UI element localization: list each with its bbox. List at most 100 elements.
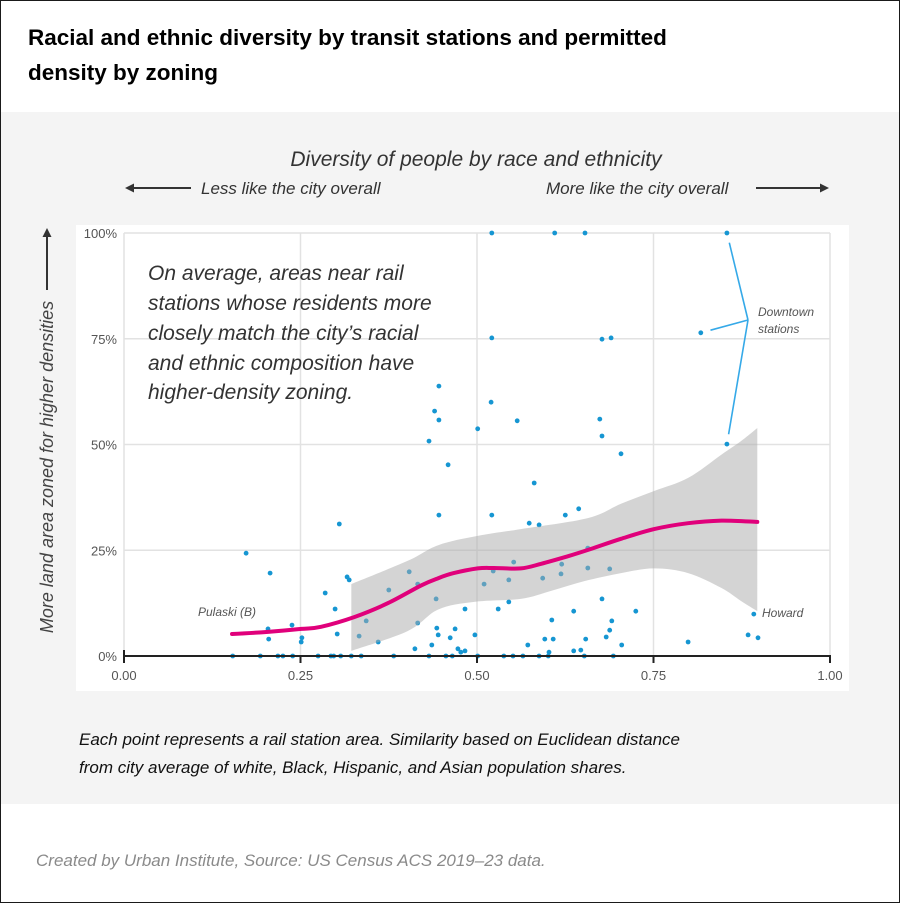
- annotation-line: On average, areas near rail: [148, 262, 405, 285]
- data-point: [745, 632, 751, 638]
- x-tick-label: 0.50: [464, 668, 489, 683]
- data-point: [489, 335, 495, 341]
- caption-line: from city average of white, Black, Hispa…: [79, 758, 627, 777]
- trend-line: [230, 518, 760, 637]
- data-point: [531, 480, 537, 486]
- data-point: [267, 570, 273, 576]
- data-point: [603, 634, 609, 640]
- data-point: [599, 336, 605, 342]
- data-point: [724, 441, 730, 447]
- x-tick-label: 1.00: [817, 668, 842, 683]
- data-point: [436, 417, 442, 423]
- annotation-leader-line: [727, 319, 749, 435]
- data-point: [426, 438, 432, 444]
- source-credit: Created by Urban Institute, Source: US C…: [36, 851, 546, 870]
- annotation-line: stations whose residents more: [148, 292, 432, 315]
- data-point: [685, 639, 691, 645]
- data-point: [346, 577, 352, 583]
- data-point: [599, 596, 605, 602]
- annotation-text: On average, areas near rail stations who…: [148, 262, 432, 404]
- data-point: [447, 635, 453, 641]
- data-point: [546, 649, 552, 655]
- y-axis-title: More land area zoned for higher densitie…: [37, 301, 57, 633]
- data-point: [755, 635, 761, 641]
- chart-caption: Each point represents a rail station are…: [79, 726, 680, 782]
- up-arrow-icon: [42, 228, 52, 290]
- x-tick-label: 0.00: [111, 668, 136, 683]
- data-point: [549, 617, 555, 623]
- data-point: [536, 522, 542, 528]
- data-point: [607, 627, 613, 633]
- x-axis-title: Diversity of people by race and ethnicit…: [290, 148, 663, 171]
- data-point: [633, 608, 639, 614]
- data-point: [619, 642, 625, 648]
- data-point: [582, 230, 588, 236]
- data-point: [488, 399, 494, 405]
- data-point: [571, 648, 577, 654]
- data-point: [412, 646, 418, 652]
- data-point: [751, 611, 757, 617]
- data-point: [289, 622, 295, 628]
- data-point: [583, 636, 589, 642]
- data-point: [552, 230, 558, 236]
- y-tick-label: 0%: [98, 649, 117, 664]
- data-point: [514, 418, 520, 424]
- label-howard: Howard: [762, 606, 804, 620]
- data-point: [458, 649, 464, 655]
- y-tick-label: 75%: [91, 332, 117, 347]
- data-point: [445, 462, 451, 468]
- trend-layer: [230, 518, 760, 637]
- confidence-band: [351, 428, 758, 651]
- data-point: [266, 636, 272, 642]
- y-tick-label: 100%: [84, 226, 118, 241]
- data-point: [489, 230, 495, 236]
- data-point: [599, 433, 605, 439]
- x-tick-label: 0.25: [288, 668, 313, 683]
- axes: 0.00 0.25 0.50 0.75 1.00 0% 25% 50% 75% 100%: [84, 226, 843, 683]
- annotation-line: higher-density zoning.: [148, 381, 353, 404]
- right-arrow-icon: [756, 183, 829, 193]
- data-point: [698, 330, 704, 336]
- data-point: [495, 606, 501, 612]
- data-point: [506, 599, 512, 605]
- data-point: [334, 631, 340, 637]
- chart-title-line: density by zoning: [28, 60, 219, 85]
- data-point: [550, 636, 556, 642]
- data-point: [525, 642, 531, 648]
- data-point: [597, 416, 603, 422]
- data-point: [299, 635, 305, 641]
- data-point: [578, 647, 584, 653]
- annotation-leader-line: [710, 319, 749, 331]
- data-point: [609, 618, 615, 624]
- label-pulaski: Pulaski (B): [198, 605, 256, 619]
- x-tick-label: 0.75: [641, 668, 666, 683]
- data-point: [429, 642, 435, 648]
- label-downtown-line: stations: [758, 322, 799, 336]
- data-point: [472, 632, 478, 638]
- data-point: [432, 408, 437, 414]
- data-point: [526, 520, 532, 526]
- data-point: [489, 512, 495, 518]
- direction-label-right: More like the city overall: [546, 179, 730, 198]
- chart-title-line: Racial and ethnic diversity by transit s…: [28, 25, 667, 50]
- annotations: [710, 242, 749, 435]
- data-point: [436, 512, 442, 518]
- annotation-leader-line: [728, 242, 749, 321]
- data-point: [562, 512, 568, 518]
- data-point: [724, 230, 730, 236]
- data-point: [436, 383, 442, 389]
- data-point: [434, 625, 440, 631]
- data-point: [332, 606, 338, 612]
- label-downtown-line: Downtown: [758, 305, 814, 319]
- data-point: [462, 606, 468, 612]
- data-point: [542, 636, 548, 642]
- y-tick-label: 25%: [91, 543, 117, 558]
- caption-line: Each point represents a rail station are…: [79, 730, 681, 749]
- data-point: [322, 590, 328, 596]
- direction-label-left: Less like the city overall: [201, 179, 382, 198]
- data-point: [576, 506, 582, 512]
- data-point: [618, 451, 624, 457]
- data-point: [243, 550, 249, 556]
